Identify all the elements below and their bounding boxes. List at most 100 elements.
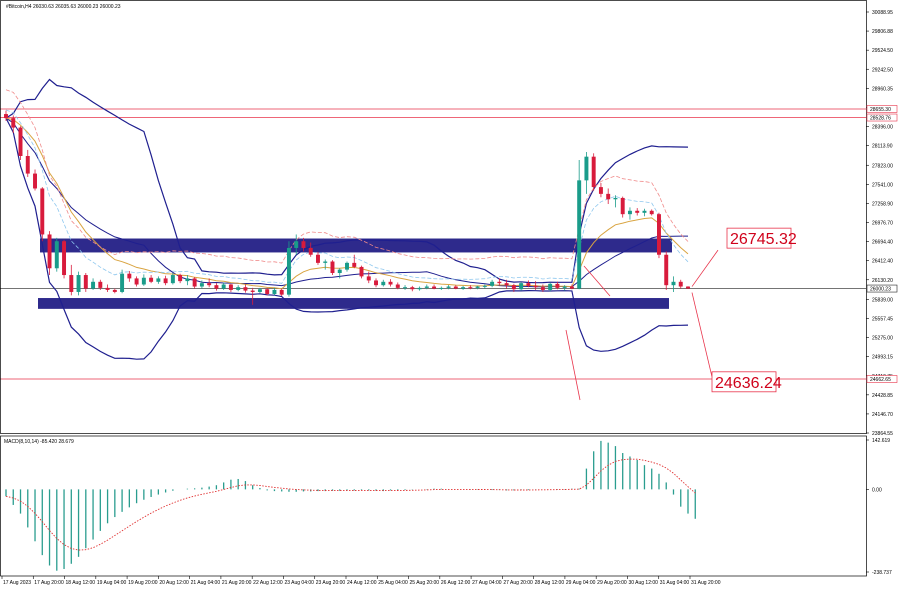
macd-layer (5, 440, 696, 571)
x-tick-label: 25 Aug 04:00 (378, 580, 408, 585)
support-zone (38, 298, 669, 309)
downside-arrow-line (691, 292, 713, 377)
x-tick-label: 18 Aug 12:00 (66, 580, 96, 585)
candle-body (352, 262, 357, 267)
candle-body (112, 289, 117, 292)
candle-body (366, 276, 371, 281)
x-tick-label: 23 Aug 20:00 (316, 580, 346, 585)
candle-body (33, 173, 37, 189)
candle-body (381, 281, 386, 286)
candle-body (642, 210, 647, 213)
candle-body (359, 266, 364, 277)
candle-body (170, 275, 175, 284)
candle-body (511, 285, 516, 290)
candle-body (105, 287, 110, 290)
candle-body (686, 286, 690, 289)
y-tick-label: 26412.40 (872, 259, 893, 265)
x-tick-label: 31 Aug 04:00 (660, 580, 690, 585)
candle-body (178, 275, 183, 282)
resistance-zone (40, 238, 672, 253)
y-tick-label: 28396.00 (872, 125, 893, 131)
macd-y-tick-label: 142.619 (872, 438, 890, 444)
candle-body (439, 287, 444, 289)
light-blue-envelope (5, 109, 689, 284)
candle-body (250, 290, 255, 292)
macd-signal-line (5, 458, 696, 551)
macd-y-tick-label: 0.00 (872, 487, 882, 493)
candle-body (323, 261, 328, 263)
x-tick-label: 19 Aug 04:00 (97, 580, 127, 585)
upper-target-label: 26745.32 (730, 231, 797, 248)
candle-body (410, 287, 415, 290)
indicators-layer (5, 78, 689, 360)
upper-target-box (726, 227, 792, 249)
candle-body (577, 180, 582, 289)
lower-target-box (711, 371, 777, 393)
candle-body (461, 287, 466, 289)
candle-body (308, 247, 313, 255)
y-tick-label: 26694.40 (872, 240, 893, 246)
support-tag-text: 24662.65 (870, 377, 891, 383)
y-tick-label: 28960.35 (872, 86, 893, 92)
labels-layer: 28655.30 28528.76 24662.65 26000.23 26745.32… (711, 105, 898, 393)
candle-body (149, 277, 154, 282)
pink-envelope (5, 89, 689, 264)
y-tick-label: 26976.70 (872, 221, 893, 227)
x-tick-label: 20 Aug 12:00 (159, 580, 189, 585)
candle-body (533, 285, 538, 288)
y-tick-label: 23864.55 (872, 431, 893, 437)
candle-body (613, 197, 618, 200)
x-tick-label: 25 Aug 20:00 (410, 580, 440, 585)
candle-body (62, 241, 67, 276)
candle-body (627, 210, 632, 215)
x-tick-label: 30 Aug 12:00 (628, 580, 658, 585)
y-tick-label: 28113.90 (872, 144, 893, 150)
candle-body (18, 127, 23, 156)
candle-body (526, 283, 531, 286)
candle-body (482, 285, 487, 287)
candle-body (4, 114, 8, 119)
candle-body (432, 286, 437, 289)
candle-body (395, 284, 400, 288)
x-tick-label: 27 Aug 20:00 (503, 580, 533, 585)
y-tick-label: 30088.95 (872, 10, 893, 16)
candle-body (257, 289, 262, 292)
candle-body (286, 247, 291, 295)
x-tick-label: 31 Aug 20:00 (691, 580, 721, 585)
x-tick-label: 23 Aug 04:00 (284, 580, 314, 585)
candle-body (221, 284, 226, 289)
candle-body (555, 283, 560, 288)
bollinger-lower-band (5, 117, 689, 360)
candle-body (214, 285, 219, 289)
resistance-1-tag-text: 28655.30 (870, 107, 891, 113)
x-tick-label: 17 Aug 2023 (3, 580, 31, 585)
candle-body (11, 118, 16, 128)
resistance-2-tag-box (866, 113, 898, 122)
candle-body (199, 283, 204, 287)
candle-body (301, 241, 306, 248)
y-tick-label: 25275.00 (872, 336, 893, 342)
candle-body (279, 289, 284, 295)
candle-body (678, 281, 683, 287)
candle-body (453, 286, 458, 289)
candle-body (388, 281, 393, 285)
candle-body (540, 287, 545, 290)
candle-body (40, 188, 45, 235)
candle-body (598, 187, 603, 194)
y-tick-label: 24146.70 (872, 412, 893, 418)
candle-body (47, 234, 52, 269)
candle-body (591, 156, 596, 188)
upside-arrow-line (691, 249, 719, 287)
candle-body (330, 261, 335, 274)
candle-body (265, 289, 270, 294)
candle-body (345, 262, 349, 270)
candle-body (243, 287, 248, 291)
support-tag-box (866, 375, 898, 383)
candle-body (69, 275, 74, 292)
current-price-tag-text: 26000.23 (870, 286, 891, 292)
candle-body (25, 155, 30, 174)
history-arrow-line-2 (583, 265, 611, 297)
candle-body (156, 278, 161, 282)
